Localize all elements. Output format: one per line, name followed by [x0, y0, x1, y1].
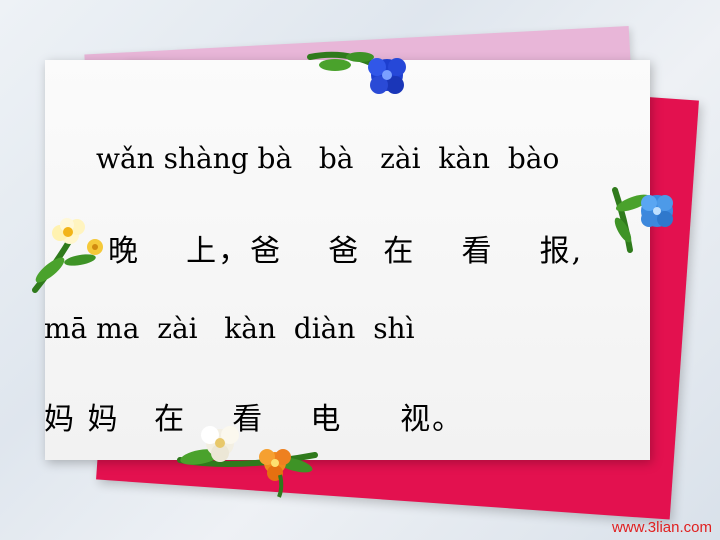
hanzi-line-1: 晚 上，爸 爸 在 看 报, — [108, 234, 584, 269]
pinyin-line-1: wǎn shàng bà bà zài kàn bào — [96, 142, 560, 175]
blue-flower-icon — [612, 187, 673, 253]
pinyin-line-2: mā ma zài kàn diàn shì — [44, 312, 415, 345]
hanzi-line-2: 妈 妈 在 看 电 视。 — [44, 402, 465, 437]
white-note-card — [45, 60, 650, 460]
blue-flower-icon — [307, 51, 406, 94]
watermark: www.3lian.com — [611, 519, 712, 536]
yellow-flower-icon — [32, 218, 103, 293]
white-orange-flower-icon — [177, 426, 318, 498]
